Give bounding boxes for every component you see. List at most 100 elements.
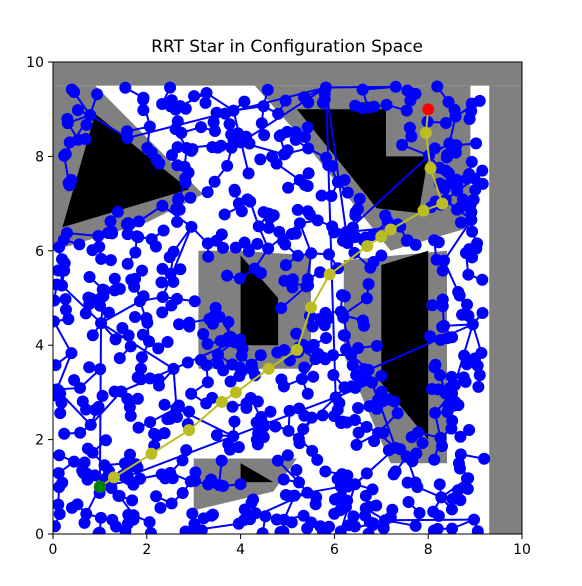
- tree-node: [106, 227, 119, 240]
- tree-node: [456, 308, 469, 321]
- tree-node: [93, 299, 106, 312]
- tree-node: [185, 220, 198, 233]
- tree-node: [171, 141, 184, 154]
- tree-node: [166, 472, 179, 485]
- axes-layer: 0 2 4 6 8 10 0 2 4 6 8 10: [26, 55, 531, 558]
- tree-node: [238, 236, 251, 249]
- tree-node: [109, 333, 122, 346]
- tree-node: [431, 80, 444, 93]
- path-point: [262, 362, 275, 375]
- tree-node: [465, 155, 478, 168]
- tree-node: [61, 112, 74, 125]
- tree-node: [221, 269, 234, 282]
- tree-node: [127, 513, 140, 526]
- tree-node: [258, 129, 271, 142]
- tree-node: [180, 444, 193, 457]
- tree-node: [341, 494, 354, 507]
- path-point: [304, 301, 317, 314]
- tree-edge: [324, 87, 337, 398]
- tree-node: [53, 520, 61, 533]
- tree-node: [275, 302, 288, 315]
- tree-node: [54, 387, 67, 400]
- tree-node: [471, 525, 484, 534]
- x-tick-label: 6: [330, 542, 339, 558]
- tree-node: [466, 225, 479, 238]
- tree-node: [113, 282, 126, 295]
- tree-node: [454, 494, 467, 507]
- tree-node: [394, 443, 407, 456]
- tree-node: [401, 476, 414, 489]
- tree-node: [334, 480, 347, 493]
- tree-node: [413, 507, 426, 520]
- tree-node: [367, 255, 380, 268]
- tree-node: [336, 415, 349, 428]
- x-tick-label: 4: [236, 542, 245, 558]
- tree-node: [282, 424, 295, 437]
- tree-node: [106, 513, 119, 526]
- tree-node: [73, 238, 86, 251]
- path-point: [290, 343, 303, 356]
- tree-node: [212, 357, 225, 370]
- tree-node: [375, 369, 388, 382]
- tree-node: [205, 509, 218, 522]
- tree-node: [337, 311, 350, 324]
- tree-node: [224, 375, 237, 388]
- path-point: [145, 447, 158, 460]
- tree-node: [406, 455, 419, 468]
- tree-node: [358, 363, 371, 376]
- tree-node: [251, 237, 264, 250]
- tree-node: [224, 330, 237, 343]
- tree-edge: [161, 226, 193, 298]
- tree-node: [135, 351, 148, 364]
- tree-node: [122, 217, 135, 230]
- path-point: [384, 223, 397, 236]
- chart-title: RRT Star in Configuration Space: [151, 37, 423, 57]
- tree-node: [167, 275, 180, 288]
- tree-node: [92, 527, 105, 534]
- y-tick-label: 8: [35, 149, 44, 165]
- path-point: [107, 471, 120, 484]
- tree-node: [434, 333, 447, 346]
- tree-node: [242, 167, 255, 180]
- tree-node: [271, 454, 284, 467]
- tree-node: [283, 404, 296, 417]
- tree-node: [301, 486, 314, 499]
- tree-edge: [89, 114, 129, 139]
- tree-node: [341, 236, 354, 249]
- tree-node: [372, 398, 385, 411]
- tree-node: [53, 498, 65, 511]
- tree-node: [448, 379, 461, 392]
- tree-node: [473, 369, 486, 382]
- tree-node: [476, 273, 489, 286]
- tree-node: [453, 462, 466, 475]
- tree-node: [402, 495, 415, 508]
- tree-node: [261, 83, 274, 96]
- tree-node: [89, 403, 102, 416]
- tree-node: [249, 369, 262, 382]
- tree-node: [360, 374, 373, 387]
- tree-node: [319, 353, 332, 366]
- tree-node: [129, 246, 142, 259]
- tree-node: [298, 130, 311, 143]
- tree-node: [143, 120, 156, 133]
- tree-node: [436, 264, 449, 277]
- tree-node: [183, 320, 196, 333]
- tree-node: [210, 106, 223, 119]
- tree-node: [95, 317, 108, 330]
- tree-node: [273, 225, 286, 238]
- plot-frame: [52, 61, 523, 535]
- tree-node: [283, 354, 296, 367]
- tree-node: [158, 427, 171, 440]
- tree-node: [349, 209, 362, 222]
- tree-node: [116, 321, 129, 334]
- tree-node: [298, 409, 311, 422]
- tree-node: [461, 172, 474, 185]
- obstacle-inflated-right-wall: [489, 85, 522, 534]
- tree-node: [329, 493, 342, 506]
- tree-node: [132, 215, 145, 228]
- tree-node: [156, 306, 169, 319]
- tree-node: [181, 356, 194, 369]
- tree-node: [83, 270, 96, 283]
- tree-node: [262, 221, 275, 234]
